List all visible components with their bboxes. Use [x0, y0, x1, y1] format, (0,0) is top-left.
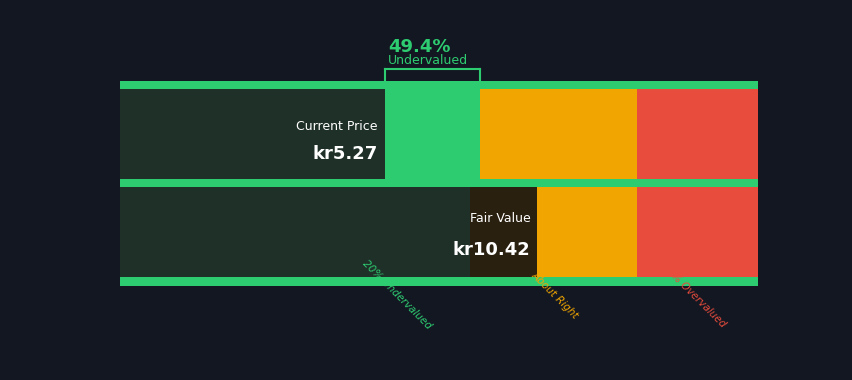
Text: Undervalued: Undervalued: [388, 54, 468, 67]
Text: 20% Overvalued: 20% Overvalued: [659, 261, 727, 329]
Bar: [119, 81, 480, 285]
Text: kr5.27: kr5.27: [313, 145, 377, 163]
Text: Current Price: Current Price: [296, 120, 377, 133]
Text: kr10.42: kr10.42: [452, 241, 530, 259]
Bar: [119, 187, 480, 277]
Bar: [119, 81, 757, 89]
Bar: [480, 81, 636, 285]
Text: About Right: About Right: [529, 269, 579, 320]
Bar: [119, 89, 384, 179]
Bar: [469, 187, 537, 277]
Text: 20% Undervalued: 20% Undervalued: [360, 258, 434, 331]
Text: Fair Value: Fair Value: [469, 212, 530, 225]
Text: 49.4%: 49.4%: [388, 38, 450, 56]
Bar: [119, 277, 757, 285]
Bar: [119, 179, 757, 187]
Bar: [636, 81, 757, 285]
